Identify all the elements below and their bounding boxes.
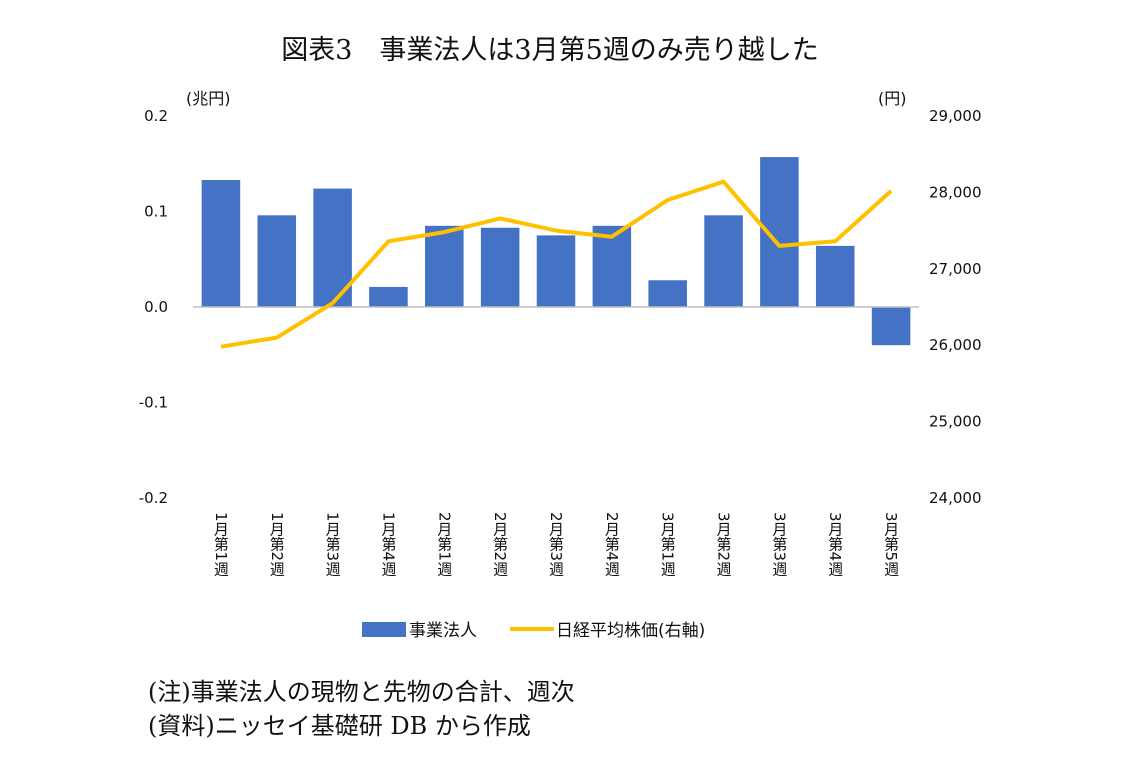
bar [648, 280, 687, 307]
category-label: 1月第1週 [212, 512, 230, 577]
bar [425, 225, 464, 307]
category-label: 2月第4週 [603, 512, 621, 577]
category-label: 2月第3週 [547, 512, 565, 577]
bar [257, 215, 297, 307]
right-tick-label: 28,000 [929, 183, 982, 201]
bar [704, 215, 743, 307]
right-tick-label: 27,000 [929, 260, 982, 278]
bar [480, 227, 520, 307]
category-label: 2月第1週 [435, 512, 453, 577]
category-label: 1月第2週 [268, 512, 286, 577]
right-axis-unit-label: (円) [878, 89, 907, 108]
nikkei-line [220, 179, 893, 349]
chart-source: (資料)ニッセイ基礎研 DB から作成 [148, 712, 531, 740]
category-label: 2月第2週 [491, 512, 509, 577]
right-tick-label: 26,000 [929, 336, 982, 354]
bar [871, 307, 911, 346]
category-label: 3月第1週 [659, 512, 677, 577]
category-label: 1月第3週 [324, 512, 342, 577]
right-axis-ticks: 29,000 28,000 27,000 26,000 25,000 24,000 [929, 107, 982, 507]
category-label: 3月第4週 [826, 512, 844, 577]
bar [536, 235, 576, 307]
category-label: 3月第3週 [770, 512, 788, 577]
legend-bar-label: 事業法人 [409, 621, 477, 641]
legend: 事業法人 日経平均株価(右軸) [362, 621, 705, 641]
bar [592, 225, 632, 307]
category-label: 3月第2週 [715, 512, 733, 577]
left-tick-label: 0.1 [144, 203, 168, 221]
left-tick-label: 0.2 [144, 107, 168, 125]
left-axis-ticks: 0.2 0.1 0.0 -0.1 -0.2 [139, 107, 168, 507]
bar-series [201, 157, 911, 346]
bar [369, 286, 408, 307]
legend-bar-swatch [362, 622, 406, 637]
left-tick-label: -0.2 [139, 489, 168, 507]
bar [201, 179, 241, 307]
chart-title: 図表3 事業法人は3月第5週のみ売り越した [281, 35, 819, 66]
combo-chart: 0.2 0.1 0.0 -0.1 -0.2 29,000 28,000 27,000 26,0… [139, 89, 982, 641]
right-tick-label: 29,000 [929, 107, 982, 125]
category-label: 3月第5週 [882, 512, 900, 577]
category-label: 1月第4週 [379, 512, 397, 577]
left-axis-unit-label: (兆円) [186, 89, 231, 108]
left-tick-label: -0.1 [139, 394, 168, 412]
bar [815, 245, 855, 307]
right-tick-label: 24,000 [929, 489, 982, 507]
chart-note: (注)事業法人の現物と先物の合計、週次 [148, 678, 575, 706]
right-tick-label: 25,000 [929, 413, 982, 431]
left-tick-label: 0.0 [144, 298, 168, 316]
category-labels: 1月第1週 1月第2週 1月第3週 1月第4週 2月第1週 2月第2週 2月第3週 2月第4週… [212, 512, 900, 577]
legend-line-label: 日経平均株価(右軸) [556, 621, 705, 641]
